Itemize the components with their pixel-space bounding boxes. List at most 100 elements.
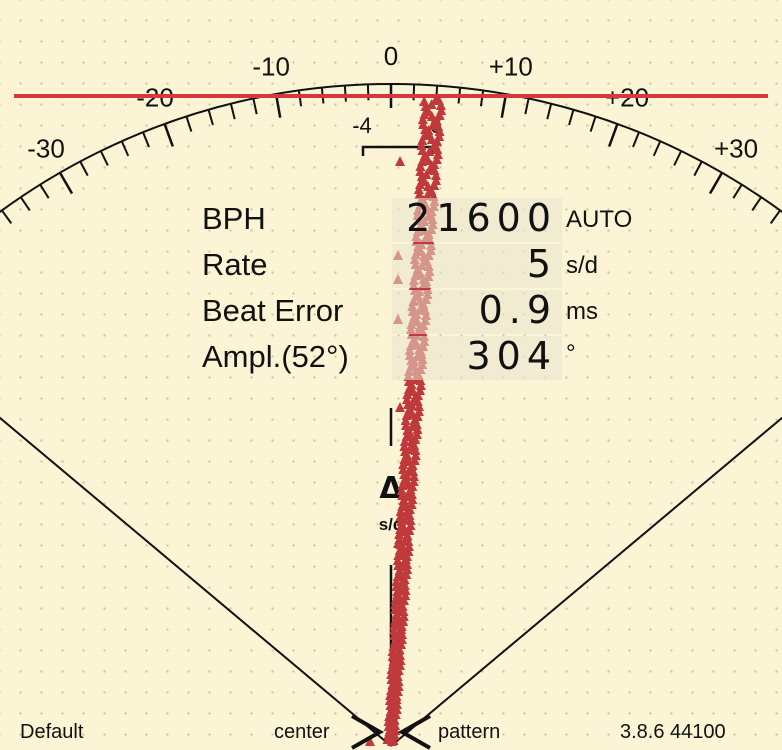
trace-point [400, 590, 411, 600]
trace-point [422, 190, 433, 200]
scale-tick [608, 123, 619, 147]
scale-tick [693, 161, 703, 177]
trace-point [417, 114, 428, 124]
trace-point [395, 156, 405, 166]
trace-point [402, 394, 413, 404]
scale-tick [79, 161, 89, 177]
trace-point [398, 459, 409, 469]
pattern-button-label[interactable]: pattern [438, 721, 501, 743]
scale-tick [673, 150, 683, 166]
scale-tick [19, 196, 31, 212]
trace-point [385, 690, 396, 700]
scale-label: -10 [252, 51, 290, 81]
trace-point [424, 146, 435, 156]
center-chevron-left-icon[interactable] [351, 714, 385, 750]
scale-tick [229, 103, 236, 120]
scale-tick [524, 98, 530, 115]
trace-point [431, 115, 442, 125]
trace-point [427, 120, 438, 130]
version-info: 3.8.6 44100 [620, 721, 726, 743]
trace-point [393, 250, 403, 260]
scale-tick [708, 172, 724, 195]
scale-tick [99, 150, 109, 166]
trace-point [400, 585, 411, 595]
trace-point [413, 184, 424, 194]
scale-tick [769, 209, 781, 224]
scale-tick [479, 90, 485, 107]
trace-point [390, 725, 401, 735]
scale-label: -30 [27, 133, 65, 163]
scale-tick [1, 209, 13, 224]
beat-trace [365, 94, 447, 746]
trace-point [405, 515, 416, 525]
trace-point [400, 415, 411, 425]
center-chevron-right-icon[interactable] [397, 714, 431, 750]
trace-point [434, 126, 445, 136]
trace-point [398, 464, 409, 474]
scale-tick [120, 140, 130, 157]
trace-point [402, 389, 413, 399]
scale-tick [58, 172, 74, 195]
trace-point [388, 735, 399, 745]
marker-left-label: -4 [352, 113, 372, 138]
trace-point [385, 700, 396, 710]
trace-point [426, 99, 437, 109]
scale-tick [39, 184, 50, 199]
trace-point [402, 564, 413, 574]
trace-point [388, 625, 399, 635]
trace-point [431, 170, 442, 180]
scale-labels: -50-40-30-20-100+10+20+30+40+50 [27, 41, 758, 163]
scale-label: +10 [489, 51, 533, 81]
scale-tick [589, 116, 597, 132]
trace-point [390, 599, 401, 609]
scale-label: +30 [714, 133, 758, 163]
scale-tick [163, 123, 174, 147]
trace-point [390, 615, 401, 625]
trace-point [395, 402, 405, 412]
trace-point [397, 480, 408, 490]
trace-point [399, 580, 410, 590]
scale-label: 0 [384, 41, 398, 71]
trace-point [393, 550, 404, 560]
trace-point [399, 436, 410, 446]
trace-point [393, 314, 403, 324]
trace-point [416, 140, 427, 150]
scale-tick [632, 131, 640, 148]
trace-point [412, 424, 423, 434]
trace-point [415, 179, 426, 189]
center-button-label[interactable]: center [274, 721, 330, 743]
scale-tick [207, 109, 214, 126]
trace-point [393, 538, 403, 548]
trace-point [404, 510, 415, 520]
profile-name[interactable]: Default [20, 721, 84, 743]
trace-point [393, 274, 403, 284]
trace-point [432, 149, 443, 159]
trace-point [386, 669, 397, 679]
trace-point [389, 620, 400, 630]
trace-point [390, 720, 401, 730]
trace-point [403, 541, 414, 551]
trace-point [405, 520, 416, 530]
fan-right-edge [390, 416, 782, 747]
scale-tick [546, 103, 553, 120]
trace-point [392, 555, 403, 565]
scale-tick [652, 140, 662, 157]
trace-point [365, 736, 375, 746]
trace-point [386, 685, 397, 695]
scale-ticks [1, 84, 781, 224]
trace-point [394, 650, 405, 660]
trace-point [415, 380, 426, 390]
trace-point [399, 441, 410, 451]
trace-point [395, 506, 406, 516]
scale-tick [252, 98, 258, 115]
trace-point [432, 144, 443, 154]
trace-point [407, 494, 418, 504]
trace-point [396, 634, 407, 644]
trace-point [415, 375, 426, 385]
scale-tick [142, 131, 150, 148]
trace-point [409, 471, 420, 481]
trace-point [401, 410, 412, 420]
scale-tick [297, 90, 303, 107]
trace-point [395, 660, 406, 670]
